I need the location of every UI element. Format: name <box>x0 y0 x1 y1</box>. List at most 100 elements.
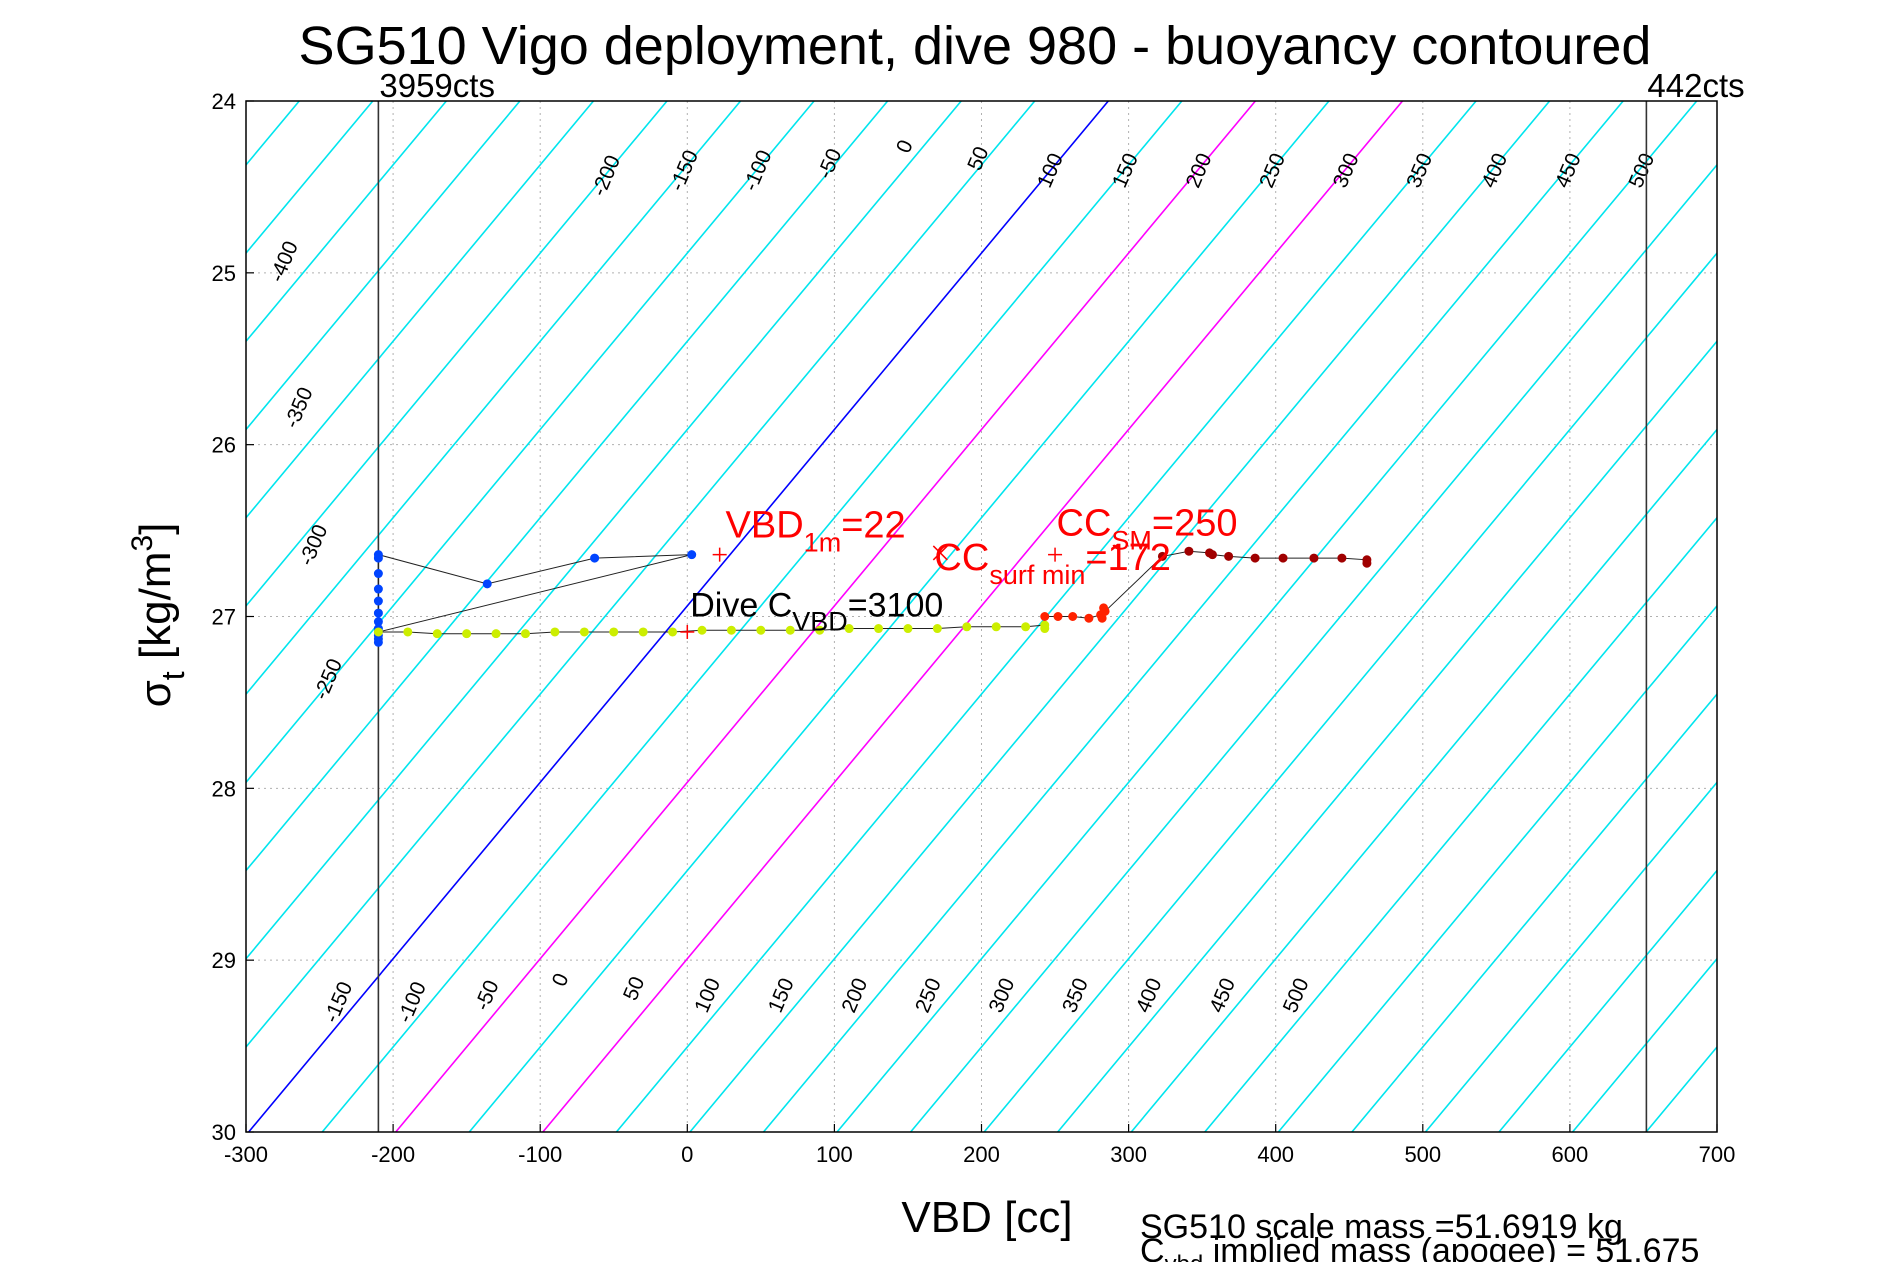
data-point <box>1362 558 1372 568</box>
x-tick-label: 700 <box>1699 1142 1736 1167</box>
contour-line <box>246 101 521 431</box>
data-point <box>991 622 1001 632</box>
y-axis-label: σt [kg/m3] <box>126 523 191 708</box>
data-point <box>1278 553 1288 563</box>
y-tick-label: 25 <box>212 261 236 286</box>
contour-label: 50 <box>619 973 649 1003</box>
y-tick-label: 27 <box>212 605 236 630</box>
contour-line <box>909 163 1717 1132</box>
data-point <box>432 629 442 639</box>
contour-label: 250 <box>911 975 946 1016</box>
vbd-limit-lines: 3959cts 442cts <box>377 67 1745 1132</box>
reference-markers <box>680 545 1063 639</box>
contour-label: -100 <box>393 978 431 1026</box>
data-point <box>903 624 913 634</box>
data-point <box>609 627 619 637</box>
data-point <box>1309 553 1319 563</box>
data-point <box>1040 624 1050 634</box>
x-axis-label: VBD [cc] <box>901 1193 1072 1242</box>
contour-label: 50 <box>963 143 993 173</box>
contour-line <box>246 101 815 784</box>
contour-line <box>542 101 1404 1132</box>
data-point <box>844 624 854 634</box>
x-tick-label: 400 <box>1257 1142 1294 1167</box>
data-point <box>403 627 413 637</box>
contour-line <box>246 101 889 872</box>
data-point <box>932 624 942 634</box>
data-point <box>1250 553 1260 563</box>
data-point <box>1084 613 1094 623</box>
contour-line <box>246 101 1036 1049</box>
y-tick-label: 30 <box>212 1120 236 1145</box>
contour-label: -350 <box>280 384 318 432</box>
contour-label: 150 <box>1108 150 1143 191</box>
data-point <box>638 627 648 637</box>
contour-line <box>1204 516 1717 1132</box>
data-point <box>697 625 707 635</box>
contour-label: 200 <box>1182 150 1217 191</box>
buoyancy-contours <box>0 101 1891 1132</box>
y-tick-label: 28 <box>212 776 236 801</box>
data-point <box>482 579 492 589</box>
contour-label: -50 <box>813 145 846 182</box>
annotation-dive-cvbd: Dive CVBD=3100 <box>690 587 943 637</box>
y-axis-label-unit: [kg/m <box>131 552 180 672</box>
contour-label: 150 <box>764 975 799 1016</box>
x-tick-labels: -300 -200 -100 0 100 200 300 400 500 600 700 <box>224 1124 1735 1167</box>
contour-label: 350 <box>1058 975 1093 1016</box>
x-tick-label: 300 <box>1110 1142 1147 1167</box>
contour-label: 100 <box>690 975 725 1016</box>
x-tick-label: 100 <box>816 1142 853 1167</box>
contour-line <box>1571 957 1717 1132</box>
contour-label: 250 <box>1255 150 1290 191</box>
data-point <box>1224 551 1234 561</box>
vbd-limit-label: 442cts <box>1647 67 1744 104</box>
contour-line <box>1720 101 1891 1132</box>
contour-line <box>246 101 742 696</box>
data-point <box>373 608 383 618</box>
y-axis-label-end: ] <box>131 523 180 535</box>
contour-label: -150 <box>665 147 703 195</box>
data-point <box>1021 622 1031 632</box>
contour-line <box>0 101 226 1132</box>
data-point <box>815 625 825 635</box>
contour-line <box>1498 869 1717 1132</box>
grid-lines <box>245 100 1718 1133</box>
contour-line <box>762 101 1624 1132</box>
data-point <box>550 627 560 637</box>
contour-label: -400 <box>265 238 303 286</box>
contour-line <box>983 251 1717 1132</box>
contour-line <box>248 101 1109 1132</box>
contour-line <box>468 101 1330 1132</box>
data-point <box>373 637 383 647</box>
contour-line <box>1130 428 1717 1132</box>
x-tick-label: -300 <box>224 1142 268 1167</box>
contour-line <box>321 101 1183 1132</box>
data-point <box>1068 612 1078 621</box>
annotation-cc-surf-min: CCsurf min=172 <box>934 537 1171 590</box>
y-axis-label-sub: t <box>155 671 191 680</box>
x-marker-b <box>932 545 948 561</box>
data-point <box>1040 612 1050 621</box>
contour-line <box>246 101 595 519</box>
y-tick-labels: 24 25 26 27 28 29 30 <box>212 89 254 1145</box>
data-point <box>687 550 697 560</box>
y-axis-label-symbol: σ <box>131 680 180 707</box>
contour-label: 200 <box>837 975 872 1016</box>
data-point <box>462 629 472 639</box>
contour-label: 500 <box>1279 975 1314 1016</box>
data-point <box>1184 546 1194 556</box>
data-point <box>590 553 600 563</box>
data-point <box>373 596 383 606</box>
y-tick-label: 24 <box>212 89 236 114</box>
contour-label: -150 <box>320 978 358 1026</box>
contour-line <box>1645 1045 1717 1132</box>
contour-label: 0 <box>892 137 918 157</box>
contour-label: 400 <box>1477 150 1512 191</box>
contour-line <box>836 101 1698 1132</box>
x-tick-label: 600 <box>1552 1142 1589 1167</box>
data-point <box>1157 551 1167 561</box>
x-tick-label: 500 <box>1404 1142 1441 1167</box>
